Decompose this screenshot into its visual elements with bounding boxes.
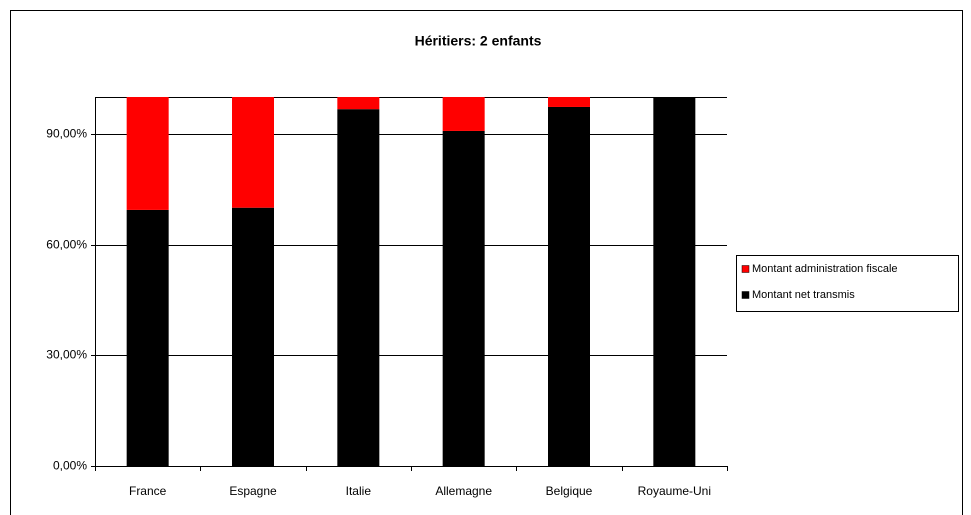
- x-tick-label: Belgique: [546, 484, 593, 498]
- chart-title: Héritiers: 2 enfants: [415, 33, 542, 49]
- x-tick-label: France: [129, 484, 167, 498]
- bar-segment: [337, 97, 380, 110]
- y-tick-label: 60,00%: [46, 238, 87, 252]
- x-tick-label: Royaume-Uni: [638, 484, 711, 498]
- bar-segment: [548, 106, 590, 466]
- bar-segment: [442, 130, 485, 466]
- y-tick-label: 0,00%: [53, 459, 87, 473]
- legend-swatch: [741, 265, 750, 273]
- x-tick-label: Espagne: [229, 484, 277, 498]
- legend-label: Montant administration fiscale: [752, 263, 898, 275]
- legend-label: Montant net transmis: [752, 289, 855, 301]
- bar-segment: [126, 209, 169, 466]
- x-tick-label: Allemagne: [435, 484, 492, 498]
- bar-segment: [232, 97, 274, 208]
- bar-segment: [126, 97, 169, 210]
- y-tick-label: 90,00%: [46, 127, 87, 141]
- bar-segment: [442, 97, 485, 131]
- x-tick-label: Italie: [346, 484, 372, 498]
- legend-box: [736, 255, 959, 312]
- legend-swatch: [741, 291, 750, 299]
- bar-segment: [548, 97, 590, 107]
- bar-segment: [653, 97, 696, 466]
- bar-segment: [337, 109, 380, 466]
- y-tick-label: 30,00%: [46, 348, 87, 362]
- bar-segment: [232, 207, 274, 466]
